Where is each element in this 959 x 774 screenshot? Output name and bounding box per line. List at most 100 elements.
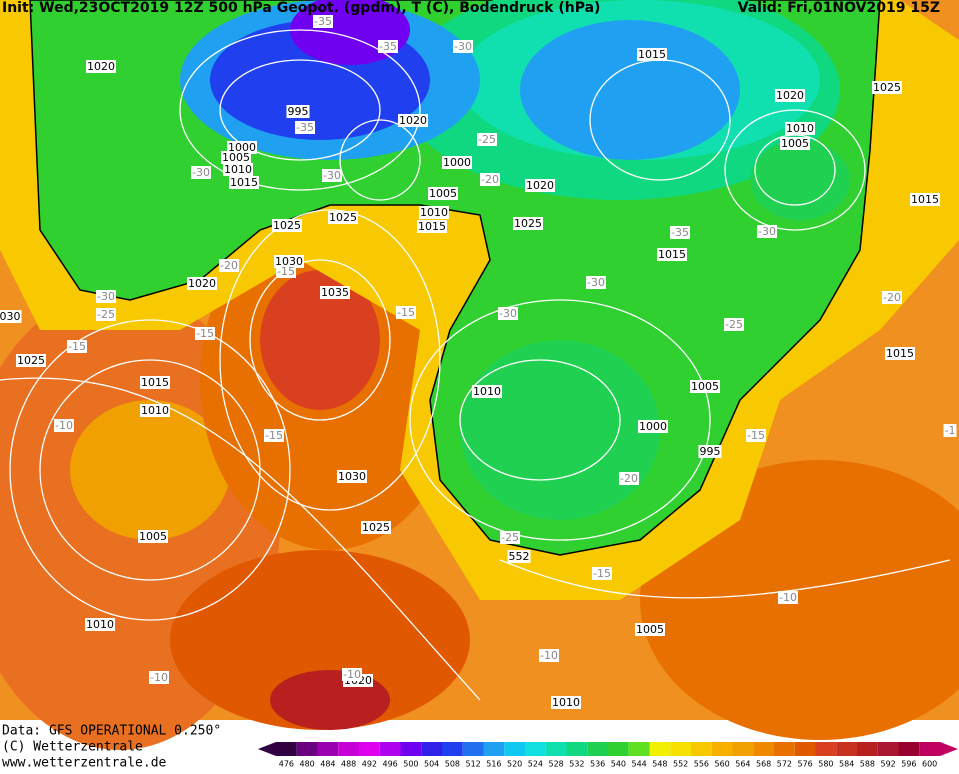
pressure-label: 995 xyxy=(288,105,309,118)
legend-label: 600 xyxy=(922,760,937,769)
label-box xyxy=(525,179,555,192)
label-box xyxy=(539,649,559,662)
pressure-label: 1010 xyxy=(141,404,169,417)
label-box xyxy=(586,276,606,289)
pressure-label: 1015 xyxy=(418,220,446,233)
temperature-label: -35 xyxy=(379,40,397,53)
temperature-label: -10 xyxy=(55,419,73,432)
pressure-label: 1025 xyxy=(514,217,542,230)
temperature-label: -15 xyxy=(265,429,283,442)
legend-swatch xyxy=(338,742,359,756)
label-box xyxy=(619,472,639,485)
pressure-label: 1015 xyxy=(886,347,914,360)
label-box xyxy=(276,265,296,278)
temperature-label: -20 xyxy=(481,173,499,186)
legend-swatch xyxy=(379,742,401,756)
temperature-label: -1 xyxy=(945,424,956,437)
legend-swatch xyxy=(421,742,442,756)
header-left: Init: Wed,23OCT2019 12Z 500 hPa Geopot. … xyxy=(2,0,600,16)
label-box xyxy=(272,219,302,232)
label-box xyxy=(746,429,766,442)
legend-label: 504 xyxy=(424,760,439,769)
pressure-label: 1030 xyxy=(338,470,366,483)
legend-swatch xyxy=(504,742,525,756)
label-box xyxy=(191,166,211,179)
temperature-label: -30 xyxy=(499,307,517,320)
pressure-label: 1030 xyxy=(275,255,303,268)
pressure-label: 1010 xyxy=(473,385,501,398)
label-box xyxy=(943,424,957,437)
label-box xyxy=(551,696,581,709)
pressure-label: 1000 xyxy=(639,420,667,433)
temperature-label: -30 xyxy=(587,276,605,289)
legend-label: 544 xyxy=(631,760,646,769)
pressure-label: 1015 xyxy=(141,376,169,389)
legend-swatch xyxy=(462,742,484,756)
legend-label: 500 xyxy=(403,760,418,769)
field xyxy=(260,270,380,410)
temperature-label: -25 xyxy=(501,531,519,544)
contour-labels: 1020 995 1000 1005 1010 1015 1020 1000 1005 1010 1… xyxy=(0,15,957,709)
legend-label: 564 xyxy=(735,760,750,769)
temperature-label: -10 xyxy=(779,591,797,604)
label-box xyxy=(86,60,116,73)
pressure-label: 1020 xyxy=(399,114,427,127)
legend-swatch xyxy=(276,742,297,756)
pressure-label: 030 xyxy=(0,310,21,323)
legend-swatch xyxy=(483,742,505,756)
pressure-label: 1010 xyxy=(86,618,114,631)
pressure-label: 1000 xyxy=(443,156,471,169)
legend-swatch xyxy=(317,742,339,756)
pressure-label: 995 xyxy=(700,445,721,458)
label-box xyxy=(419,206,449,219)
label-box xyxy=(96,290,116,303)
legend-swatch xyxy=(359,742,380,756)
field xyxy=(520,20,740,160)
temperature-label: -30 xyxy=(323,169,341,182)
label-box xyxy=(635,623,665,636)
footer-line: Data: GFS OPERATIONAL 0.250° xyxy=(2,724,221,739)
pressure-label: 1005 xyxy=(781,137,809,150)
temperature-label: -10 xyxy=(540,649,558,662)
legend-swatch xyxy=(628,742,650,756)
pressure-label: 1025 xyxy=(362,521,390,534)
pressure-label: 1035 xyxy=(321,286,349,299)
label-box xyxy=(219,259,239,272)
temperature-label: -10 xyxy=(150,671,168,684)
footer-line: (C) Wetterzentrale xyxy=(2,740,143,755)
header-right: Valid: Fri,01NOV2019 15Z xyxy=(738,0,940,16)
label-box xyxy=(195,327,215,340)
pressure-label: 1005 xyxy=(429,187,457,200)
label-box xyxy=(657,248,687,261)
pressure-label: 1025 xyxy=(273,219,301,232)
label-box xyxy=(361,521,391,534)
legend-swatch xyxy=(400,742,422,756)
legend-label: 588 xyxy=(860,760,875,769)
legend-swatch xyxy=(608,742,629,756)
legend-label: 512 xyxy=(465,760,480,769)
label-box xyxy=(337,470,367,483)
legend-label: 592 xyxy=(880,760,895,769)
label-box xyxy=(780,137,810,150)
legend-label: 576 xyxy=(797,760,812,769)
legend-label: 492 xyxy=(362,760,377,769)
legend-label: 508 xyxy=(445,760,460,769)
footer-line: www.wetterzentrale.de xyxy=(2,756,167,771)
label-box xyxy=(778,591,798,604)
label-box xyxy=(513,217,543,230)
label-box xyxy=(428,187,458,200)
label-box xyxy=(67,340,87,353)
pressure-label: 1020 xyxy=(188,277,216,290)
label-box xyxy=(140,376,170,389)
label-box xyxy=(96,308,116,321)
legend-label: 536 xyxy=(590,760,605,769)
field xyxy=(460,340,660,520)
label-box xyxy=(229,176,259,189)
legend-swatch xyxy=(794,742,816,756)
pressure-label: 1010 xyxy=(552,696,580,709)
label-box xyxy=(0,310,22,323)
label-box xyxy=(54,419,74,432)
legend-label: 484 xyxy=(320,760,335,769)
label-box xyxy=(264,429,284,442)
legend-arrow xyxy=(940,742,958,756)
